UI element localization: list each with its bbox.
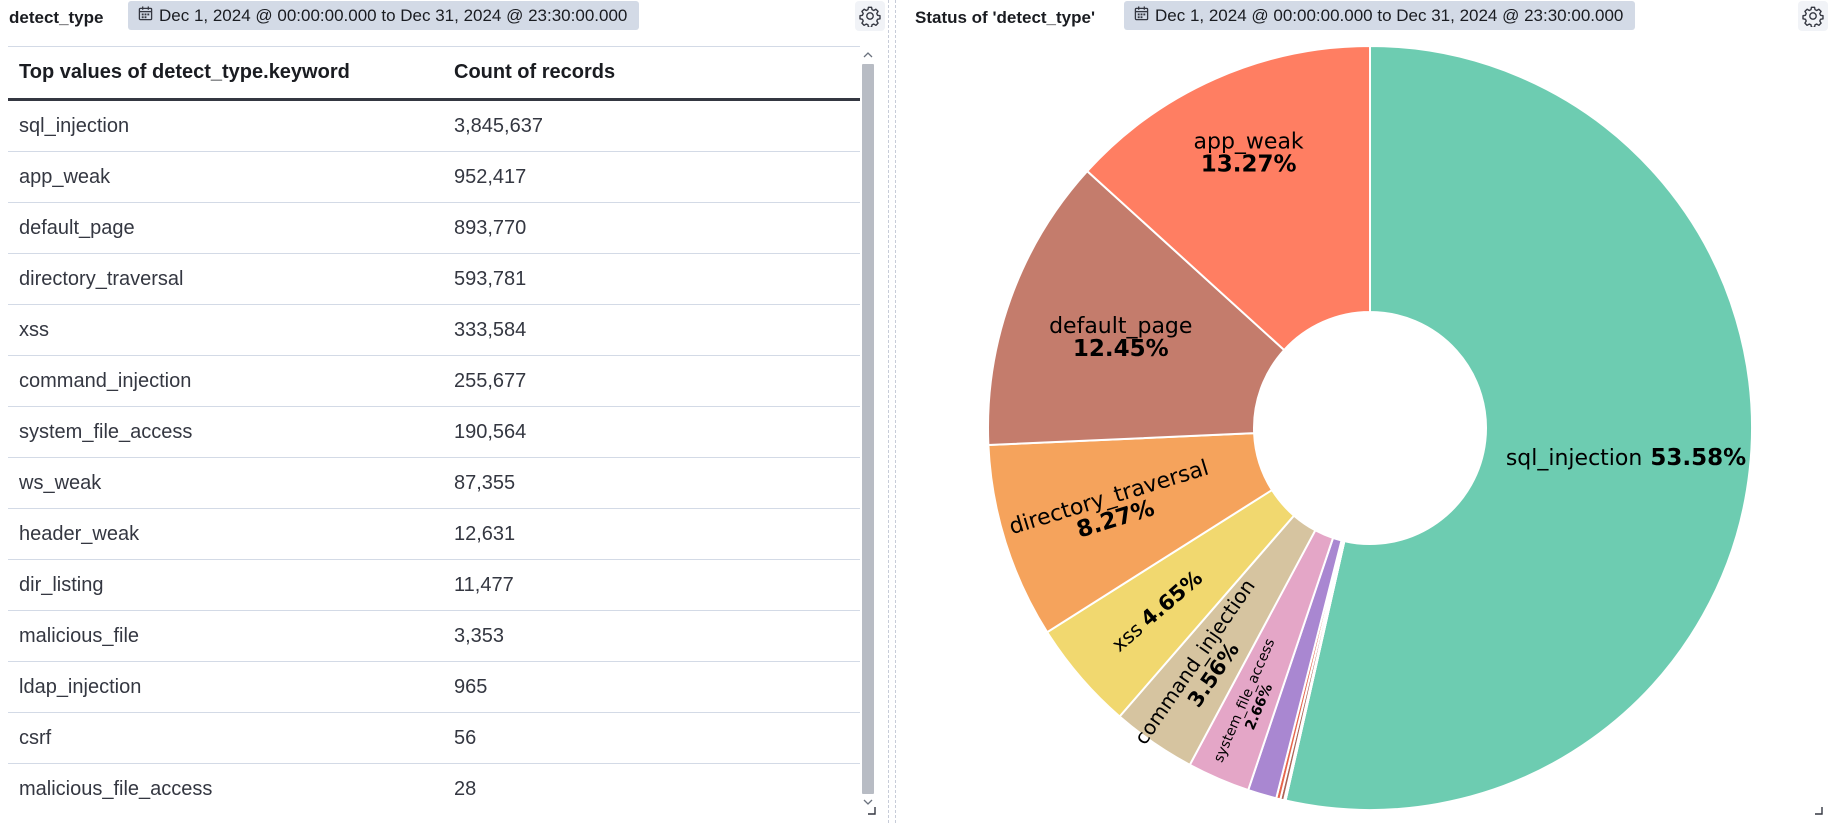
- table-row: ws_weak 87,355: [8, 457, 860, 509]
- cell-count[interactable]: 893,770: [443, 202, 860, 254]
- table-row: directory_traversal 593,781: [8, 253, 860, 305]
- time-range-text: Dec 1, 2024 @ 00:00:00.000 to Dec 31, 20…: [159, 6, 628, 25]
- panel-title: detect_type: [9, 8, 104, 27]
- cell-detect-type[interactable]: directory_traversal: [8, 253, 443, 305]
- data-table-container: Top values of detect_type.keyword Count …: [8, 46, 860, 812]
- cell-count[interactable]: 3,353: [443, 610, 860, 662]
- pie-label-name: app_weak: [1194, 130, 1304, 155]
- panel-divider: [888, 0, 896, 823]
- time-range-badge[interactable]: Dec 1, 2024 @ 00:00:00.000 to Dec 31, 20…: [1124, 1, 1636, 30]
- cell-count[interactable]: 11,477: [443, 559, 860, 611]
- scroll-down-icon[interactable]: [863, 798, 873, 806]
- cell-count[interactable]: 255,677: [443, 355, 860, 407]
- cell-detect-type[interactable]: xss: [8, 304, 443, 356]
- data-table: Top values of detect_type.keyword Count …: [8, 46, 860, 812]
- time-range-text: Dec 1, 2024 @ 00:00:00.000 to Dec 31, 20…: [1155, 6, 1624, 25]
- cell-count[interactable]: 593,781: [443, 253, 860, 305]
- cell-detect-type[interactable]: malicious_file: [8, 610, 443, 662]
- resize-handle-icon[interactable]: [1813, 805, 1823, 815]
- cell-detect-type[interactable]: system_file_access: [8, 406, 443, 458]
- column-header-top-values[interactable]: Top values of detect_type.keyword: [8, 46, 443, 101]
- cell-detect-type[interactable]: dir_listing: [8, 559, 443, 611]
- table-scrollbar[interactable]: [861, 48, 875, 808]
- table-row: malicious_file_access 28: [8, 763, 860, 812]
- pie-chart-panel: Status of 'detect_type' Dec 1, 2024 @ 00…: [900, 0, 1833, 823]
- cell-detect-type[interactable]: app_weak: [8, 151, 443, 203]
- table-row: command_injection 255,677: [8, 355, 860, 407]
- pie-slice-app-weak[interactable]: [1085, 44, 1371, 352]
- cell-count[interactable]: 3,845,637: [443, 99, 860, 152]
- cell-detect-type[interactable]: csrf: [8, 712, 443, 764]
- cell-detect-type[interactable]: default_page: [8, 202, 443, 254]
- cell-detect-type[interactable]: command_injection: [8, 355, 443, 407]
- cell-detect-type[interactable]: ldap_injection: [8, 661, 443, 713]
- pie-label-percent: 13.27%: [1201, 152, 1297, 178]
- scroll-thumb[interactable]: [862, 64, 874, 794]
- cell-count[interactable]: 952,417: [443, 151, 860, 203]
- table-row: csrf 56: [8, 712, 860, 764]
- pie-slice-sql-injection[interactable]: [1284, 44, 1753, 811]
- panel-title: Status of 'detect_type': [915, 8, 1096, 27]
- calendar-icon: [138, 1, 153, 30]
- table-header-row: Top values of detect_type.keyword Count …: [8, 46, 860, 101]
- pie-label-group: sql_injection 53.58%: [1506, 445, 1746, 471]
- time-range-badge[interactable]: Dec 1, 2024 @ 00:00:00.000 to Dec 31, 20…: [128, 1, 640, 30]
- pie-label-percent: 12.45%: [1073, 336, 1169, 362]
- panel-header: Status of 'detect_type' Dec 1, 2024 @ 00…: [900, 0, 1833, 32]
- panel-header: detect_type Dec 1, 2024 @ 00:00:00.000 t…: [0, 0, 888, 32]
- table-row: header_weak 12,631: [8, 508, 860, 560]
- pie-label-percent: 53.58%: [1650, 445, 1746, 471]
- cell-count[interactable]: 56: [443, 712, 860, 764]
- resize-handle-icon[interactable]: [866, 805, 876, 815]
- table-row: malicious_file 3,353: [8, 610, 860, 662]
- cell-count[interactable]: 333,584: [443, 304, 860, 356]
- donut-chart: sql_injection 53.58%system_file_access2.6…: [987, 44, 1753, 811]
- table-row: sql_injection 3,845,637: [8, 99, 860, 152]
- data-table-panel: detect_type Dec 1, 2024 @ 00:00:00.000 t…: [0, 0, 888, 823]
- table-row: ldap_injection 965: [8, 661, 860, 713]
- calendar-icon: [1134, 1, 1149, 30]
- cell-detect-type[interactable]: header_weak: [8, 508, 443, 560]
- scroll-up-icon[interactable]: [863, 51, 873, 59]
- table-row: dir_listing 11,477: [8, 559, 860, 611]
- gear-icon[interactable]: [855, 1, 885, 31]
- table-row: system_file_access 190,564: [8, 406, 860, 458]
- pie-slice-directory-traversal[interactable]: [987, 432, 1274, 634]
- pie-slices: [987, 44, 1753, 811]
- gear-icon[interactable]: [1798, 1, 1828, 31]
- cell-count[interactable]: 965: [443, 661, 860, 713]
- table-row: app_weak 952,417: [8, 151, 860, 203]
- table-row: default_page 893,770: [8, 202, 860, 254]
- cell-detect-type[interactable]: sql_injection: [8, 99, 443, 152]
- cell-detect-type[interactable]: malicious_file_access: [8, 763, 443, 812]
- column-header-count[interactable]: Count of records: [443, 46, 860, 101]
- pie-label-name: default_page: [1049, 314, 1192, 339]
- cell-detect-type[interactable]: ws_weak: [8, 457, 443, 509]
- cell-count[interactable]: 190,564: [443, 406, 860, 458]
- table-row: xss 333,584: [8, 304, 860, 356]
- pie-slice-default-page[interactable]: [987, 169, 1286, 447]
- cell-count[interactable]: 87,355: [443, 457, 860, 509]
- cell-count[interactable]: 12,631: [443, 508, 860, 560]
- cell-count[interactable]: 28: [443, 763, 860, 812]
- pie-label-name: sql_injection: [1506, 446, 1642, 471]
